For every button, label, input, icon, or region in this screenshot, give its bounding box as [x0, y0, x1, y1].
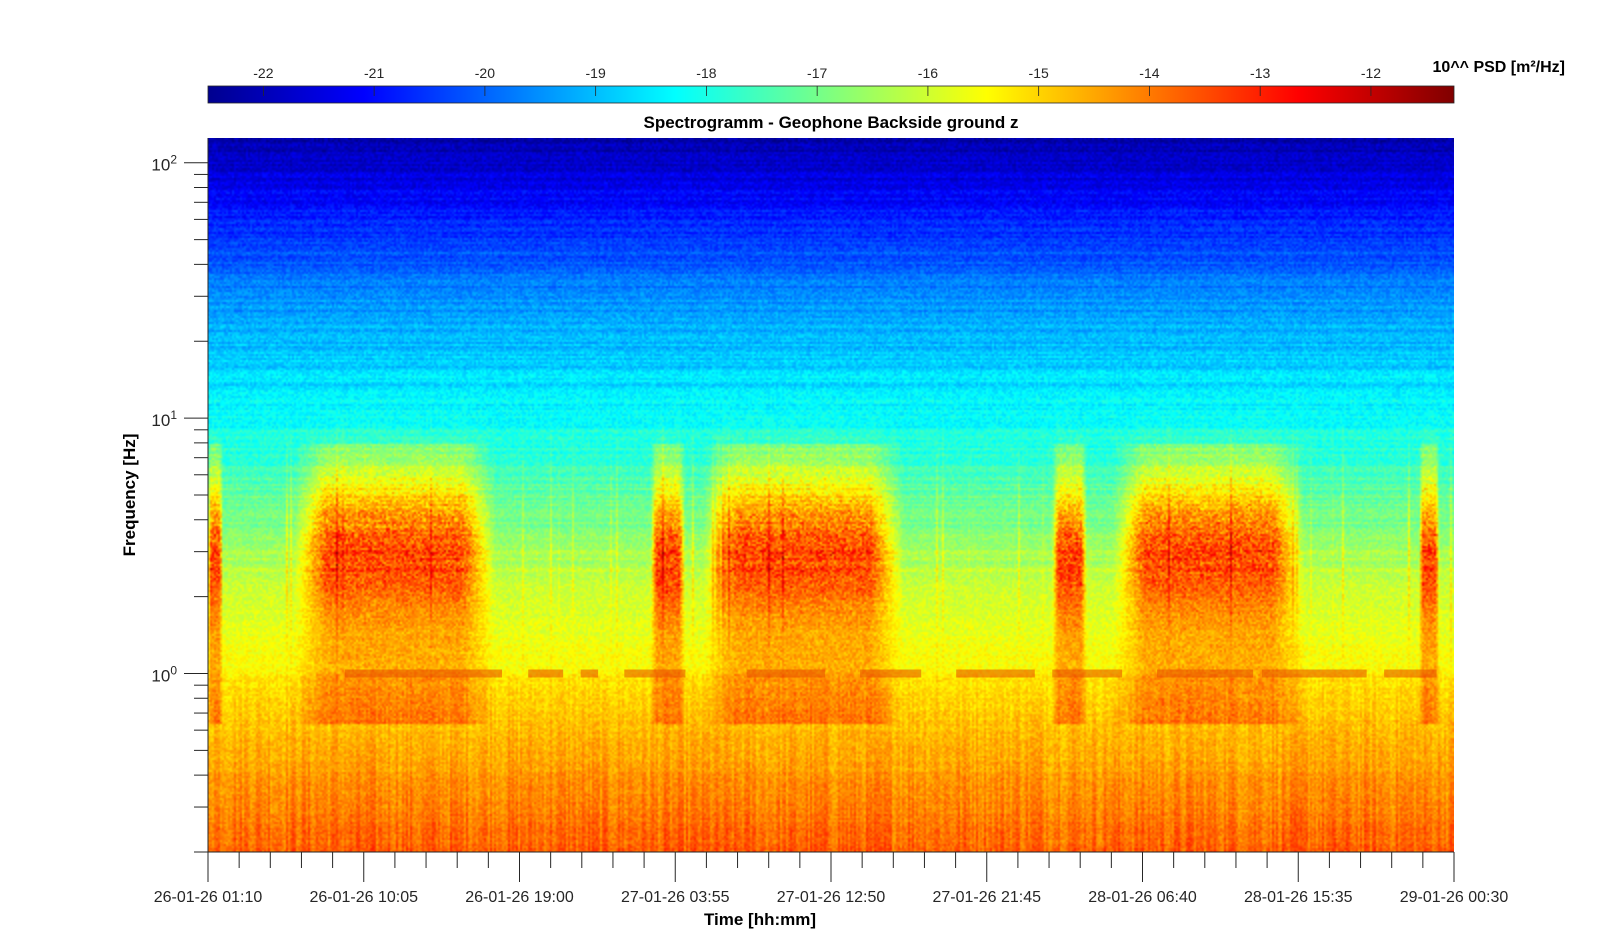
x-tick-label: 27-01-26 21:45	[932, 889, 1041, 906]
colorbar-tick-label: -16	[918, 65, 938, 81]
x-tick-label: 26-01-26 19:00	[465, 889, 574, 906]
colorbar-tick-label: -14	[1139, 65, 1159, 81]
one-hz-segment	[860, 669, 922, 678]
y-tick-label: 100	[151, 664, 177, 686]
one-hz-segment	[1384, 669, 1437, 678]
x-axis: 26-01-26 01:10 26-01-26 10:05 26-01-26 19:…	[154, 851, 1509, 906]
colorbar-tick-label: -17	[807, 65, 827, 81]
x-tick-label: 27-01-26 12:50	[777, 889, 886, 906]
one-hz-segment	[344, 669, 503, 678]
colorbar-tick-label: -19	[586, 65, 606, 81]
x-tick-label: 26-01-26 10:05	[309, 889, 418, 906]
y-tick-label: 102	[151, 153, 177, 175]
one-hz-segment	[1261, 669, 1367, 678]
x-tick-label: 26-01-26 01:10	[154, 889, 263, 906]
y-axis-title: Frequency [Hz]	[120, 434, 139, 557]
colorbar-label: 10^^ PSD [m²/Hz]	[1433, 59, 1565, 76]
one-hz-segment	[1052, 669, 1123, 678]
one-hz-segment	[624, 669, 686, 678]
x-tick-label: 29-01-26 00:30	[1400, 889, 1509, 906]
colorbar-tick-label: -18	[696, 65, 716, 81]
x-axis-title: Time [hh:mm]	[704, 910, 816, 929]
one-hz-segment	[956, 669, 1035, 678]
one-hz-segment	[580, 669, 599, 678]
colorbar: -22 -21 -20 -19 -18 -17 -16 -15 -14 -13 -12 10^^ P…	[207, 59, 1565, 104]
y-tick-label: 101	[151, 408, 177, 430]
y-axis: 102 101 100	[151, 138, 209, 853]
x-tick-label: 28-01-26 06:40	[1088, 889, 1197, 906]
colorbar-tick-label: -13	[1250, 65, 1270, 81]
colorbar-ticks: -22 -21 -20 -19 -18 -17 -16 -15 -14 -13 -12	[253, 65, 1381, 96]
colorbar-tick-label: -21	[364, 65, 384, 81]
colorbar-gradient	[207, 85, 1455, 104]
one-hz-segment	[746, 669, 826, 678]
colorbar-tick-label: -15	[1029, 65, 1049, 81]
one-hz-segment	[528, 669, 564, 678]
one-hz-segment	[1157, 669, 1254, 678]
x-tick-label: 28-01-26 15:35	[1244, 889, 1353, 906]
colorbar-tick-label: -22	[253, 65, 273, 81]
one-hz-line	[344, 669, 1437, 678]
colorbar-tick-label: -20	[475, 65, 495, 81]
x-tick-label: 27-01-26 03:55	[621, 889, 730, 906]
colorbar-tick-label: -12	[1361, 65, 1381, 81]
plot-area	[208, 138, 1454, 852]
spectrogram-heatmap	[208, 138, 1454, 852]
chart-title: Spectrogramm - Geophone Backside ground …	[643, 113, 1018, 132]
